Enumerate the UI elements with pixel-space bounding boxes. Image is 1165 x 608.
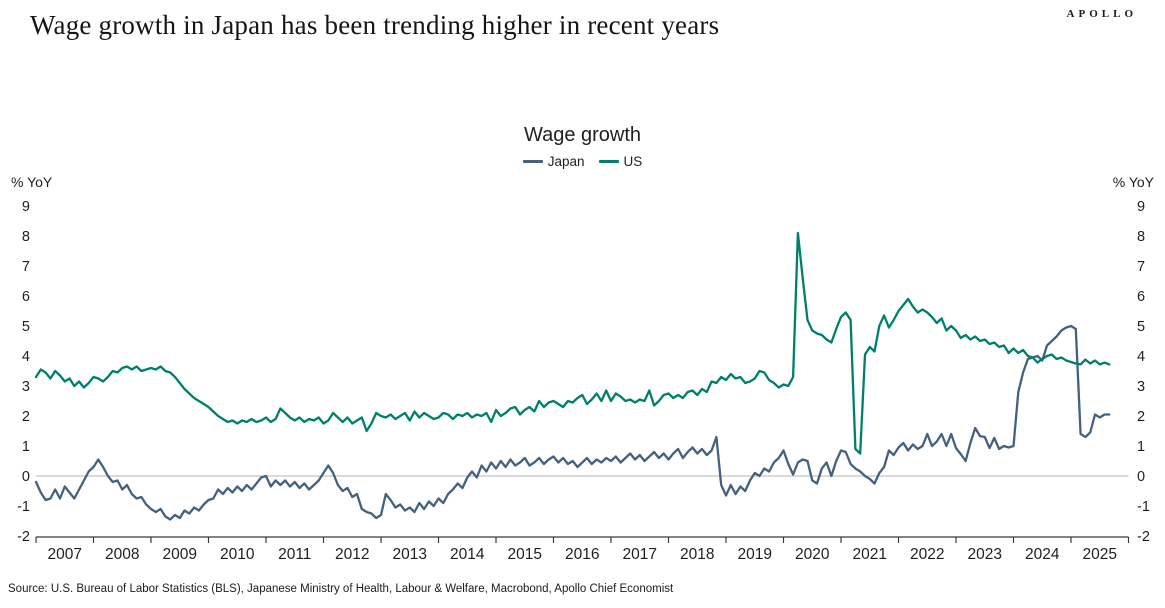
- x-tick-label: 2025: [1083, 546, 1117, 563]
- y-tick-label-right: -1: [1137, 499, 1150, 515]
- x-tick-label: 2015: [508, 546, 542, 563]
- x-tick-label: 2016: [565, 546, 599, 563]
- x-tick-label: 2017: [623, 546, 657, 563]
- y-tick-label-left: 1: [22, 439, 30, 455]
- y-tick-label-right: 9: [1137, 199, 1145, 215]
- y-tick-label-left: 0: [22, 469, 30, 485]
- apollo-logo: APOLLO: [1066, 8, 1137, 20]
- y-tick-label-right: 0: [1137, 469, 1145, 485]
- y-tick-label-right: 5: [1137, 319, 1145, 335]
- y-tick-label-right: 2: [1137, 409, 1145, 425]
- chart-title: Wage growth: [523, 124, 642, 146]
- chart-legend: Japan US: [0, 154, 1165, 169]
- y-tick-label-left: -2: [17, 529, 30, 545]
- x-tick-label: 2011: [278, 546, 311, 563]
- x-tick-label: 2023: [968, 546, 1002, 563]
- y-tick-label-left: 6: [22, 289, 30, 305]
- x-tick-label: 2014: [450, 546, 485, 563]
- x-tick-label: 2021: [853, 546, 887, 563]
- y-tick-label-right: 1: [1137, 439, 1145, 455]
- x-tick-label: 2010: [220, 546, 255, 563]
- source-note: Source: U.S. Bureau of Labor Statistics …: [8, 583, 674, 595]
- y-tick-label-left: 2: [22, 409, 30, 425]
- y-tick-label-right: 4: [1137, 349, 1145, 365]
- legend-item-us: US: [598, 154, 643, 169]
- y-axis-unit-left: % YoY: [11, 174, 53, 190]
- x-tick-label: 2018: [680, 546, 714, 563]
- y-tick-label-left: 7: [22, 259, 30, 275]
- us-line-swatch: [598, 160, 619, 163]
- series-line-us: [34, 231, 1111, 455]
- y-tick-label-left: 4: [22, 349, 30, 365]
- y-tick-label-left: 8: [22, 229, 30, 245]
- x-tick-label: 2013: [393, 546, 427, 563]
- y-tick-label-right: 7: [1137, 259, 1145, 275]
- japan-line-swatch: [522, 160, 543, 163]
- x-tick-label: 2024: [1025, 546, 1060, 563]
- y-tick-label-right: 8: [1137, 229, 1145, 245]
- y-tick-label-left: 3: [22, 379, 30, 395]
- series-line-japan: [34, 324, 1111, 521]
- x-tick-label: 2020: [795, 546, 830, 563]
- x-tick-label: 2007: [48, 546, 82, 563]
- x-tick-label: 2008: [105, 546, 139, 563]
- y-tick-label-left: -1: [17, 499, 30, 515]
- x-tick-label: 2019: [738, 546, 772, 563]
- x-tick-label: 2012: [335, 546, 369, 563]
- legend-label-us: US: [623, 154, 643, 169]
- y-axis-unit-right: % YoY: [1112, 174, 1154, 190]
- y-tick-label-left: 5: [22, 319, 30, 335]
- legend-label-japan: Japan: [547, 154, 585, 169]
- y-tick-label-right: 3: [1137, 379, 1145, 395]
- x-tick-label: 2009: [163, 546, 197, 563]
- x-tick-label: 2022: [910, 546, 944, 563]
- y-tick-label-right: -2: [1137, 529, 1150, 545]
- y-tick-label-left: 9: [22, 199, 30, 215]
- page-title: Wage growth in Japan has been trending h…: [30, 10, 720, 40]
- legend-item-japan: Japan: [522, 154, 585, 169]
- y-tick-label-right: 6: [1137, 289, 1145, 305]
